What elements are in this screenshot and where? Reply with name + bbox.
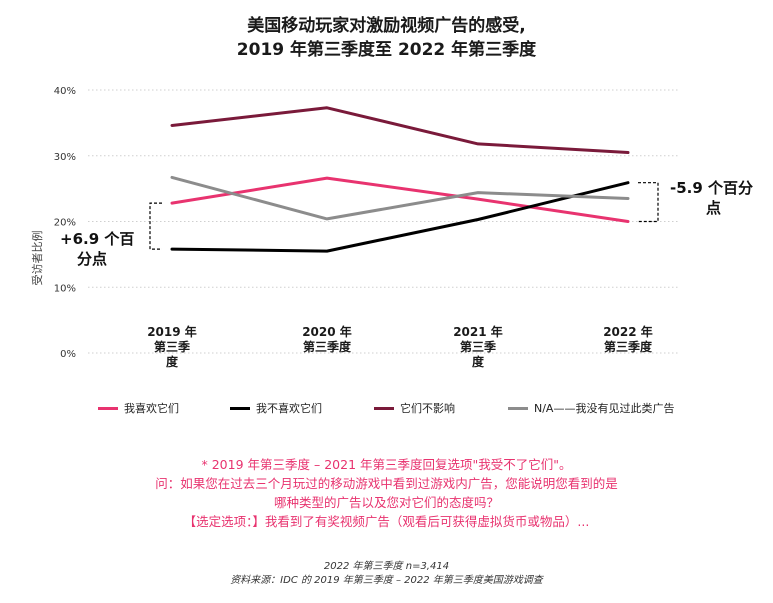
legend-item: 我不喜欢它们	[230, 400, 322, 416]
legend-label: 我不喜欢它们	[256, 402, 322, 415]
legend-swatch	[374, 406, 394, 410]
series-line	[170, 106, 630, 154]
legend-item: 我喜欢它们	[98, 400, 179, 416]
y-tick-label: 40%	[54, 86, 76, 97]
annotation-right: -5.9 个百分点	[670, 179, 753, 217]
y-tick-label: 10%	[54, 283, 76, 294]
x-tick-label: 2020 年第三季度	[302, 324, 352, 354]
legend-swatch	[98, 406, 118, 410]
y-tick-label: 0%	[60, 349, 76, 360]
legend-item: 它们不影响	[374, 400, 455, 416]
legend-label: N/A——我没有见过此类广告	[534, 402, 675, 415]
legend: 我喜欢它们 我不喜欢它们 它们不影响 N/A——我没有见过此类广告	[98, 400, 738, 418]
series-line	[170, 181, 630, 253]
source: 资料来源：IDC 的 2019 年第三季度 – 2022 年第三季度美国游戏调查	[230, 575, 543, 586]
line-chart: 0% 10% 20% 30% 40% 2019 年第三季度 2020 年第三季度 2021 年…	[54, 86, 753, 369]
series-line	[170, 175, 630, 221]
note-line-3: 哪种类型的广告以及您对它们的态度吗？	[273, 495, 499, 510]
legend-swatch	[508, 406, 528, 410]
legend-label: 它们不影响	[400, 402, 455, 415]
legend-item: N/A——我没有见过此类广告	[508, 400, 674, 416]
bracket-right	[638, 182, 659, 223]
note-line-1: * 2019 年第三季度 – 2021 年第三季度回复选项"我受不了它们"。	[201, 457, 572, 472]
bracket-left	[149, 202, 162, 250]
series-line	[170, 176, 630, 223]
note-line-4: 【选定选项：】我看到了有奖视频广告（观看后可获得虚拟货币或物品）...	[183, 514, 590, 529]
note-line-2: 问：如果您在过去三个月玩过的移动游戏中看到过游戏内广告，您能说明您看到的是	[155, 476, 618, 491]
y-tick-label: 20%	[54, 218, 76, 229]
chart-title-line1: 美国移动玩家对激励视频广告的感受,	[247, 16, 526, 36]
x-tick-label: 2019 年第三季度	[147, 324, 197, 369]
legend-label: 我喜欢它们	[124, 402, 179, 415]
notes: * 2019 年第三季度 – 2021 年第三季度回复选项"我受不了它们"。 问…	[0, 455, 773, 531]
legend-swatch	[230, 406, 250, 410]
chart-title-line2: 2019 年第三季度至 2022 年第三季度	[236, 40, 537, 60]
footer: 2022 年第三季度 n=3,414 资料来源：IDC 的 2019 年第三季度…	[0, 560, 773, 588]
sample-size: 2022 年第三季度 n=3,414	[323, 561, 450, 572]
annotation-left: +6.9 个百分点	[60, 230, 134, 268]
x-tick-label: 2021 年第三季度	[453, 324, 503, 369]
y-tick-label: 30%	[54, 152, 76, 163]
x-tick-label: 2022 年第三季度	[603, 324, 653, 354]
chart-title: 美国移动玩家对激励视频广告的感受, 2019 年第三季度至 2022 年第三季度	[0, 14, 773, 62]
